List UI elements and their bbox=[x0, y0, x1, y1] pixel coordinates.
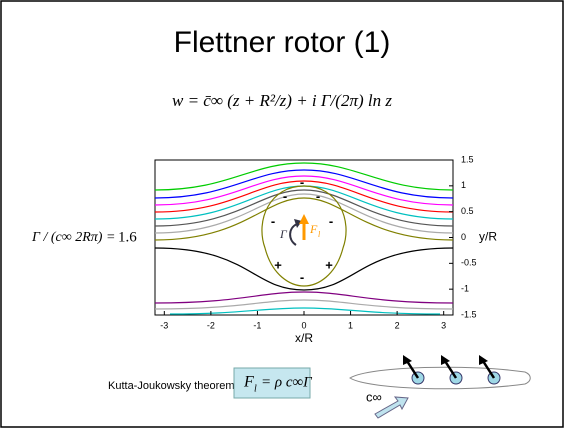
y-tick-label: 1.5 bbox=[461, 154, 474, 164]
y-tick-label: 1 bbox=[461, 180, 466, 190]
force-arrow bbox=[443, 360, 458, 379]
ratio-label: Γ / (c∞ 2Rπ) = bbox=[31, 230, 115, 245]
y-axis-label: y/R bbox=[479, 230, 497, 244]
force-arrow bbox=[481, 360, 496, 379]
x-tick-label: -3 bbox=[160, 320, 168, 330]
charge-sign: + bbox=[274, 257, 282, 272]
streamline bbox=[154, 189, 454, 227]
formula-sub: l bbox=[254, 383, 257, 394]
flow-arrow bbox=[374, 396, 409, 419]
ratio-value: 1.6 bbox=[118, 229, 137, 245]
force-subscript: l bbox=[318, 230, 321, 239]
y-tick-label: -1 bbox=[461, 284, 469, 294]
charge-sign: - bbox=[300, 269, 304, 284]
x-tick-label: 3 bbox=[441, 320, 446, 330]
streamline bbox=[154, 247, 454, 291]
ship: c∞ bbox=[349, 355, 531, 419]
streamline bbox=[154, 291, 454, 304]
x-tick-label: 0 bbox=[301, 320, 306, 330]
streamlines bbox=[154, 162, 454, 315]
gamma-label: Γ bbox=[279, 227, 288, 241]
y-tick-label: 0.5 bbox=[461, 206, 474, 216]
x-axis-label: x/R bbox=[295, 331, 313, 345]
arrowhead bbox=[294, 219, 302, 228]
hull bbox=[349, 366, 531, 390]
arrowhead bbox=[299, 214, 309, 224]
streamline bbox=[154, 193, 454, 234]
streamline bbox=[154, 197, 454, 241]
streamline bbox=[154, 169, 454, 199]
charge-sign: + bbox=[325, 257, 333, 272]
arrowhead bbox=[441, 355, 450, 365]
arrowhead bbox=[403, 355, 412, 365]
x-tick-label: 1 bbox=[348, 320, 353, 330]
formula-rhs: = ρ c∞Γ bbox=[261, 374, 313, 390]
circulation-arrow bbox=[289, 223, 298, 246]
y-tick-label: 0 bbox=[461, 232, 466, 242]
charge-sign: - bbox=[316, 188, 320, 203]
streamline bbox=[261, 185, 347, 287]
x-tick-label: -1 bbox=[253, 320, 261, 330]
force-label: F bbox=[309, 222, 318, 236]
y-tick-label: -1.5 bbox=[461, 309, 477, 319]
formula-box bbox=[233, 367, 311, 399]
charge-sign: - bbox=[300, 174, 304, 189]
formula-lhs: F bbox=[243, 374, 254, 391]
theorem-label: Kutta-Joukowsky theorem: bbox=[108, 380, 238, 392]
streamline bbox=[154, 162, 454, 191]
charge-sign: - bbox=[271, 213, 275, 228]
force-arrow bbox=[405, 360, 420, 379]
streamline bbox=[169, 307, 441, 315]
y-tick-label: -0.5 bbox=[461, 258, 477, 268]
x-tick-label: -2 bbox=[207, 320, 215, 330]
plot bbox=[154, 159, 454, 316]
x-tick-label: 2 bbox=[395, 320, 400, 330]
streamline bbox=[154, 180, 454, 213]
streamline bbox=[154, 175, 454, 206]
streamline bbox=[154, 299, 454, 310]
equation: w = c̄∞ (z + R²/z) + i Γ/(2π) ln z bbox=[172, 91, 392, 110]
charge-sign: - bbox=[329, 213, 333, 228]
title: Flettner rotor (1) bbox=[174, 26, 391, 59]
charge-sign: - bbox=[283, 188, 287, 203]
arrowhead bbox=[479, 355, 488, 365]
ship-label: c∞ bbox=[366, 389, 382, 404]
